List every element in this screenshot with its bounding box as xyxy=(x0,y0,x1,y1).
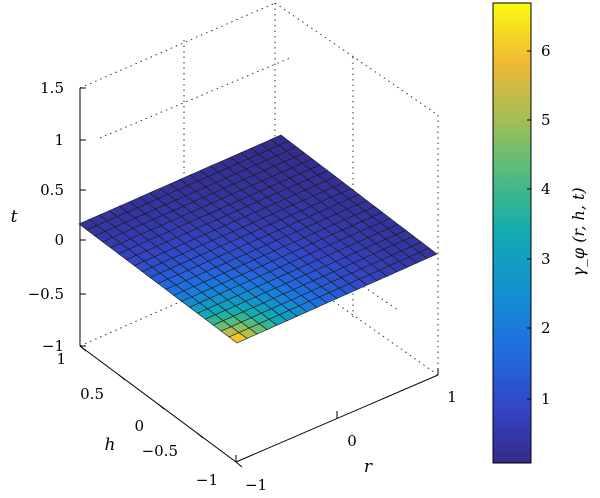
z-tick-label: 1.5 xyxy=(40,79,64,97)
r-axis-ticks xyxy=(235,368,439,462)
surface-mesh xyxy=(78,134,438,344)
r-axis-label: r xyxy=(364,457,373,477)
z-tick-label: −0.5 xyxy=(28,285,64,303)
colorbar-label: γ_φ (r, h, t) xyxy=(569,187,588,276)
h-tick-label: −1 xyxy=(196,471,218,489)
h-axis-ticks xyxy=(79,345,243,468)
z-tick-label: 0 xyxy=(54,231,64,249)
h-tick-label: 0.5 xyxy=(80,385,104,403)
surface-cell xyxy=(228,332,248,344)
r-tick-label: 0 xyxy=(347,432,357,450)
colorbar-tick-label: 2 xyxy=(541,319,551,337)
h-tick-label: 1 xyxy=(56,350,66,368)
z-tick-label: 1 xyxy=(54,131,64,149)
z-axis-label: t xyxy=(11,207,18,227)
colorbar-tick-label: 1 xyxy=(541,390,551,408)
colorbar-tick-label: 4 xyxy=(541,180,551,198)
colorbar-tick-label: 3 xyxy=(541,250,551,268)
colorbar-tick-label: 5 xyxy=(541,111,551,129)
h-tick-label: 0 xyxy=(134,417,144,435)
colorbar-tick-label: 6 xyxy=(541,42,551,60)
z-tick-label: 0.5 xyxy=(40,181,64,199)
colorbar xyxy=(492,2,532,464)
z-tick-label: −1 xyxy=(42,337,64,355)
h-axis-label: h xyxy=(105,435,116,455)
z-axis-ticks xyxy=(80,87,86,347)
r-tick-label: −1 xyxy=(245,476,267,494)
r-tick-label: 1 xyxy=(447,388,457,406)
h-tick-label: −0.5 xyxy=(142,442,178,460)
colorbar-ticks xyxy=(527,50,531,400)
